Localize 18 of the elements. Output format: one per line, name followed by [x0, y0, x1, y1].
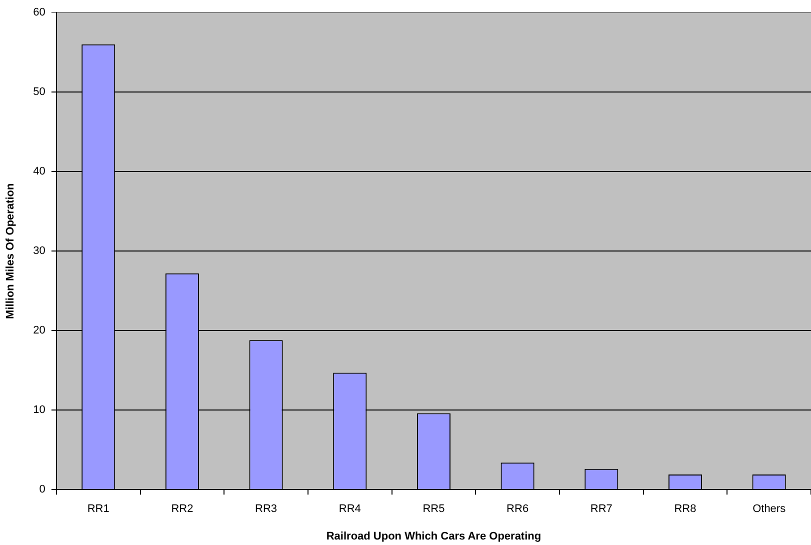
- x-tick-label: RR7: [590, 503, 612, 516]
- y-tick-label: 10: [33, 404, 46, 416]
- y-tick-label: 0: [39, 484, 46, 496]
- y-tick-label: 30: [33, 245, 46, 258]
- y-tick-label: 40: [33, 166, 46, 178]
- x-tick-label: RR3: [255, 503, 278, 516]
- x-tick-label: RR6: [506, 503, 529, 516]
- y-tick-label: 60: [33, 6, 46, 19]
- x-axis-title: Railroad Upon Which Cars Are Operating: [326, 530, 542, 542]
- x-tick-label: Others: [752, 503, 786, 516]
- y-axis-title: Million Miles Of Operation: [4, 182, 17, 319]
- x-tick-label: RR1: [87, 503, 110, 516]
- x-tick-label: RR8: [674, 503, 696, 516]
- y-tick-label: 50: [33, 86, 46, 98]
- x-tick-label: RR4: [338, 503, 361, 516]
- x-tick-label: RR5: [422, 503, 445, 516]
- x-tick-label: RR2: [171, 503, 194, 516]
- y-tick-label: 20: [33, 324, 46, 337]
